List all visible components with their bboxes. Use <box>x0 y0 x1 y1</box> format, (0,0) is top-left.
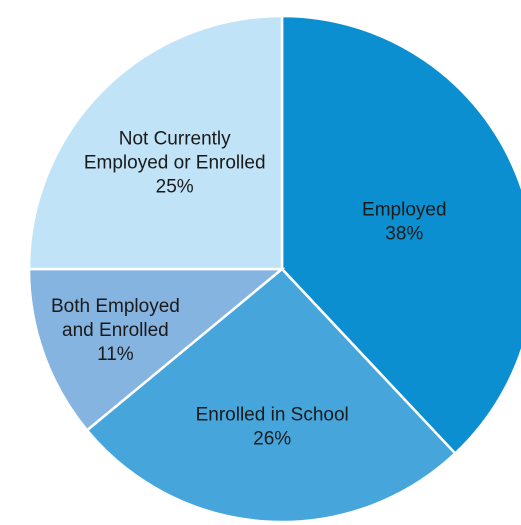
pie-slice <box>27 14 284 271</box>
slice-label: Both Employed and Enrolled 11% <box>51 296 180 365</box>
slice-percentage: 26% <box>253 429 291 450</box>
pie-labels: Employed 38% Enrolled in School 26% Both Emp… <box>51 129 447 450</box>
pie-slice <box>27 267 286 433</box>
slice-label: Employed 38% <box>362 200 447 245</box>
slice-label-line: Employed <box>362 200 447 221</box>
slice-percentage: 38% <box>385 224 423 245</box>
slice-label-line: and Enrolled <box>62 320 169 341</box>
slice-label-line: Not Currently <box>119 129 231 150</box>
slice-label: Enrolled in School 26% <box>196 405 349 450</box>
slice-label: Not Currently Employed or Enrolled 25% <box>84 129 266 198</box>
pie-slices <box>27 14 521 524</box>
slice-label-line: Enrolled in School <box>196 405 349 426</box>
pie-slice <box>85 267 457 524</box>
slice-label-line: Both Employed <box>51 296 180 317</box>
slice-percentage: 25% <box>156 177 194 198</box>
pie-slice <box>280 14 521 456</box>
slice-percentage: 11% <box>97 344 134 365</box>
slice-label-line: Employed or Enrolled <box>84 153 266 174</box>
